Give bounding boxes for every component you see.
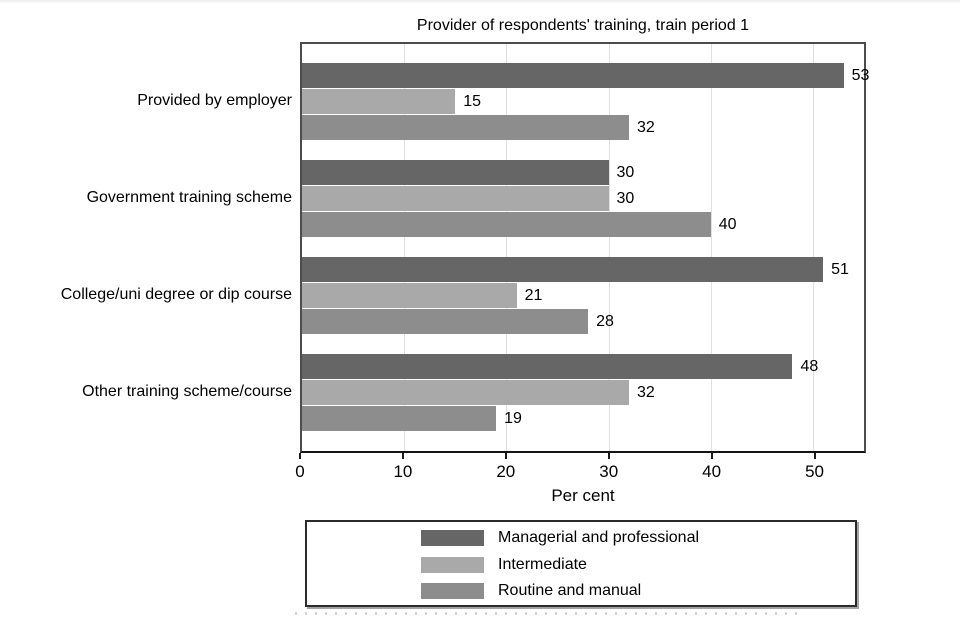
x-axis-title: Per cent bbox=[551, 486, 615, 505]
bar-value-label: 15 bbox=[463, 93, 482, 110]
bar-row: 19 bbox=[302, 406, 864, 431]
bar-value-label: 28 bbox=[596, 313, 614, 330]
bar-value-label: 51 bbox=[831, 261, 849, 278]
legend-item: Routine and manual bbox=[307, 578, 855, 605]
gridline bbox=[710, 44, 712, 451]
bar-row: 30 bbox=[302, 186, 864, 211]
plot-area: 53 15 32 30 30 40 51 21 28 48 32 19 bbox=[300, 42, 869, 453]
bar bbox=[302, 160, 609, 185]
bar-value-label: 32 bbox=[636, 119, 655, 136]
bar-value-label: 30 bbox=[616, 190, 635, 207]
bar bbox=[302, 309, 589, 334]
x-tick-label: 0 bbox=[295, 462, 305, 481]
x-tick bbox=[813, 453, 816, 459]
bar bbox=[302, 63, 844, 88]
bar-row: 21 bbox=[302, 283, 864, 308]
bar-value-label: 32 bbox=[636, 384, 655, 401]
chart-title: Provider of respondents' training, train… bbox=[416, 17, 750, 34]
bar-row: 53 bbox=[302, 63, 869, 88]
legend-label: Intermediate bbox=[498, 555, 587, 573]
bar bbox=[302, 257, 824, 282]
legend-label: Routine and manual bbox=[498, 582, 642, 600]
x-tick-label: 20 bbox=[496, 462, 516, 481]
bar-value-label: 48 bbox=[800, 358, 819, 375]
x-tick bbox=[299, 453, 301, 459]
bar bbox=[302, 89, 456, 114]
bar bbox=[302, 186, 609, 211]
x-tick bbox=[710, 453, 713, 459]
window-top-edge bbox=[0, 0, 960, 4]
y-category-label: Government training scheme bbox=[86, 189, 292, 206]
legend-item: Managerial and professional bbox=[307, 525, 855, 552]
bar-row: 32 bbox=[302, 115, 864, 140]
bar-row: 30 bbox=[302, 160, 864, 185]
bar-row: 32 bbox=[302, 380, 864, 405]
legend-swatch bbox=[421, 556, 484, 573]
bar-row: 48 bbox=[302, 354, 864, 379]
bar-row: 15 bbox=[302, 89, 864, 114]
y-category-label: College/uni degree or dip course bbox=[60, 286, 292, 303]
x-tick-label: 50 bbox=[805, 462, 824, 481]
bar bbox=[302, 283, 517, 308]
x-axis: Per cent 0 10 20 30 40 50 bbox=[295, 453, 866, 515]
bar-row: 28 bbox=[302, 309, 864, 334]
gridline bbox=[404, 44, 406, 451]
bar-row: 51 bbox=[302, 257, 864, 282]
bar bbox=[302, 354, 793, 379]
bar-value-label: 21 bbox=[524, 287, 543, 304]
y-category-label: Other training scheme/course bbox=[82, 383, 292, 400]
bar bbox=[302, 115, 629, 140]
gridline bbox=[506, 44, 508, 451]
bar-row: 40 bbox=[302, 212, 864, 237]
x-tick-label: 40 bbox=[702, 462, 722, 481]
clipped-text-remnant bbox=[295, 612, 800, 615]
x-tick bbox=[401, 453, 404, 459]
legend-swatch bbox=[421, 583, 484, 600]
x-tick bbox=[504, 453, 507, 459]
x-tick-label: 30 bbox=[599, 462, 619, 481]
legend-label: Managerial and professional bbox=[498, 529, 700, 547]
gridline bbox=[812, 44, 814, 451]
bar-value-label: 30 bbox=[616, 164, 635, 181]
y-category-label: Provided by employer bbox=[137, 92, 292, 109]
bar-value-label: 19 bbox=[504, 410, 522, 427]
x-tick-label: 10 bbox=[393, 462, 413, 481]
bar-value-label: 40 bbox=[718, 216, 737, 233]
legend-rows: Managerial and professional Intermediate R… bbox=[307, 525, 855, 605]
x-tick bbox=[607, 453, 610, 459]
legend-item: Intermediate bbox=[307, 552, 855, 579]
bar bbox=[302, 380, 629, 405]
legend-swatch bbox=[421, 530, 484, 547]
bar bbox=[302, 406, 497, 431]
legend: Managerial and professional Intermediate R… bbox=[305, 520, 857, 607]
gridline bbox=[608, 44, 610, 451]
bar-value-label: 53 bbox=[851, 67, 870, 84]
bar bbox=[302, 212, 711, 237]
